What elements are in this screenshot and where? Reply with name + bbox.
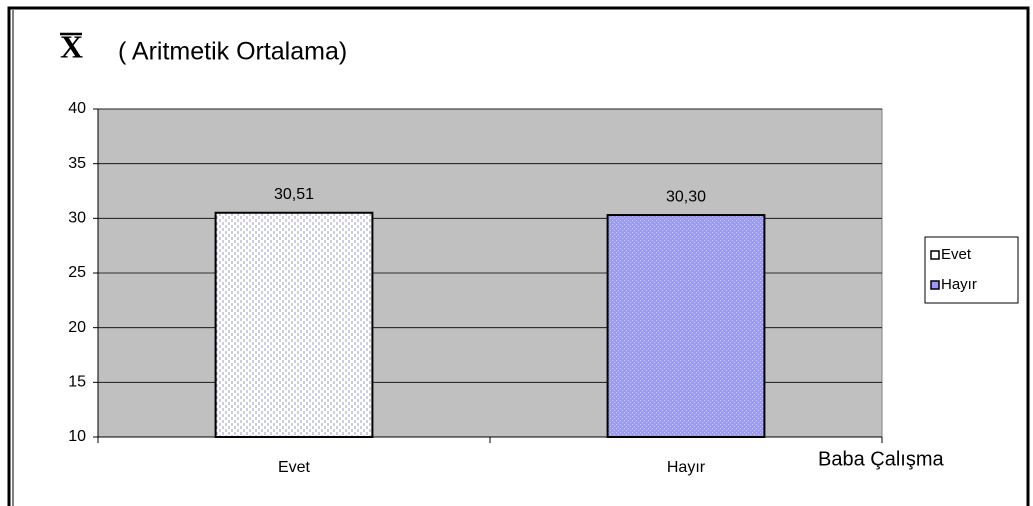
- y-tick-label: 25: [68, 264, 86, 281]
- y-tick-label: 40: [68, 100, 86, 117]
- y-tick-label: 35: [68, 155, 86, 172]
- x-tick-label: Evet: [278, 459, 311, 476]
- chart-title: ( Aritmetik Ortalama): [118, 38, 347, 66]
- data-label: 30,51: [274, 186, 314, 203]
- frame: [7, 6, 1030, 506]
- legend-box: [924, 236, 1019, 304]
- y-tick-label: 30: [68, 210, 86, 227]
- x-axis-label: Baba Çalışma: [818, 448, 944, 470]
- legend-swatch: [930, 250, 940, 260]
- legend-label: Evet: [941, 246, 972, 263]
- y-tick-label: 10: [68, 428, 86, 445]
- title-symbol: X: [60, 28, 83, 64]
- bar: [214, 211, 374, 438]
- legend-swatch: [930, 280, 940, 290]
- bar: [606, 214, 766, 438]
- y-tick-label: 15: [68, 374, 86, 391]
- x-tick-label: Hayır: [667, 459, 706, 476]
- data-label: 30,30: [666, 188, 706, 205]
- legend-label: Hayır: [941, 276, 977, 293]
- y-tick-label: 20: [68, 319, 86, 336]
